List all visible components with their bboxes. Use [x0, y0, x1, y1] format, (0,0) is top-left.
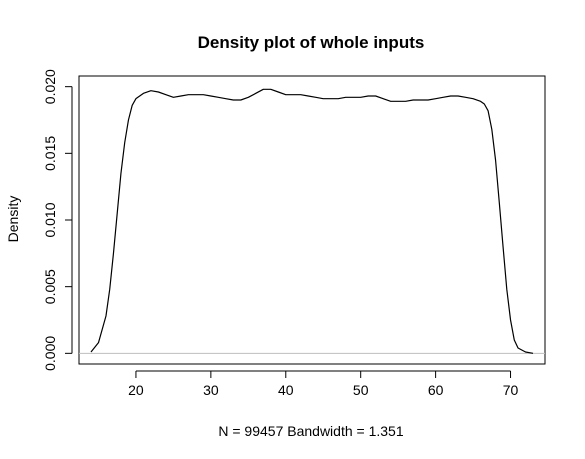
plot-frame [78, 75, 546, 365]
y-tick-label: 0.005 [42, 269, 58, 304]
y-tick-label: 0.020 [42, 69, 58, 104]
x-tick-label: 40 [278, 382, 294, 398]
y-axis-label: Density [5, 196, 21, 243]
plot-layer: 20 30 40 50 60 70 0.000 0.005 0.010 0.015 0.020 [42, 69, 546, 398]
chart-title: Density plot of whole inputs [198, 33, 425, 52]
y-tick-label: 0.000 [42, 336, 58, 371]
y-tick-label: 0.010 [42, 202, 58, 237]
x-tick-label: 20 [128, 382, 144, 398]
x-tick-label: 70 [503, 382, 519, 398]
x-tick-label: 60 [428, 382, 444, 398]
x-tick-label: 50 [353, 382, 369, 398]
density-curve [90, 88, 534, 354]
y-tick-label: 0.015 [42, 136, 58, 171]
x-tick-label: 30 [203, 382, 219, 398]
x-axis-label: N = 99457 Bandwidth = 1.351 [218, 423, 403, 439]
